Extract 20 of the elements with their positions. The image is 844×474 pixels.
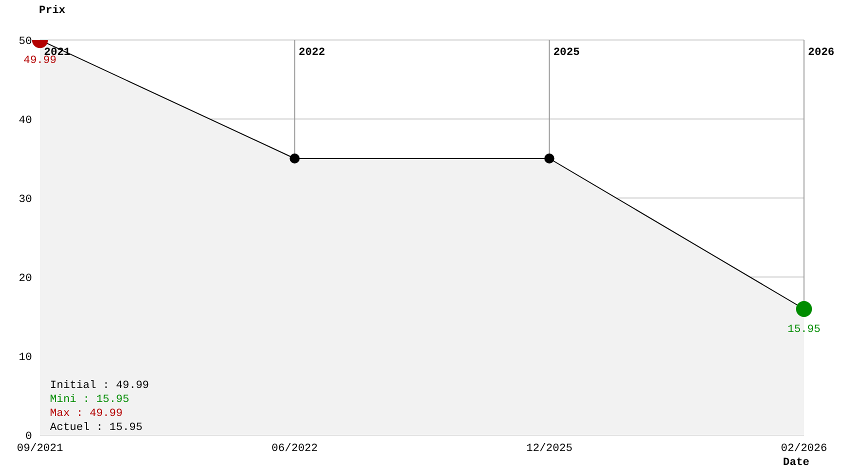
y-tick-label: 50 <box>18 36 32 48</box>
y-tick-label: 10 <box>18 352 32 364</box>
x-tick-label: 06/2022 <box>272 442 318 455</box>
ref-line-label: 2026 <box>808 47 834 59</box>
ref-line-label: 2022 <box>298 47 326 59</box>
ref-line-label: 2025 <box>553 47 580 59</box>
x-tick-label: 12/2025 <box>526 442 572 455</box>
annotation: Actuel : 15.95 <box>50 421 144 435</box>
y-tick-label: 0 <box>25 430 32 443</box>
y-tick-label: 20 <box>18 272 32 285</box>
y-tick-label: 30 <box>18 194 32 206</box>
y-tick-label: 40 <box>18 114 32 127</box>
annotation: Initial : 49.99 <box>50 379 150 393</box>
y-axis-title: Prix <box>39 5 66 17</box>
data-label: 15.95 <box>787 324 821 336</box>
annotation: Max : 49.99 <box>50 407 124 421</box>
annotation: Mini : 15.95 <box>50 393 130 407</box>
x-tick-label: 02/2026 <box>780 442 828 455</box>
x-axis-title: Date <box>783 457 810 469</box>
x-tick-label: 09/2021 <box>16 442 64 455</box>
